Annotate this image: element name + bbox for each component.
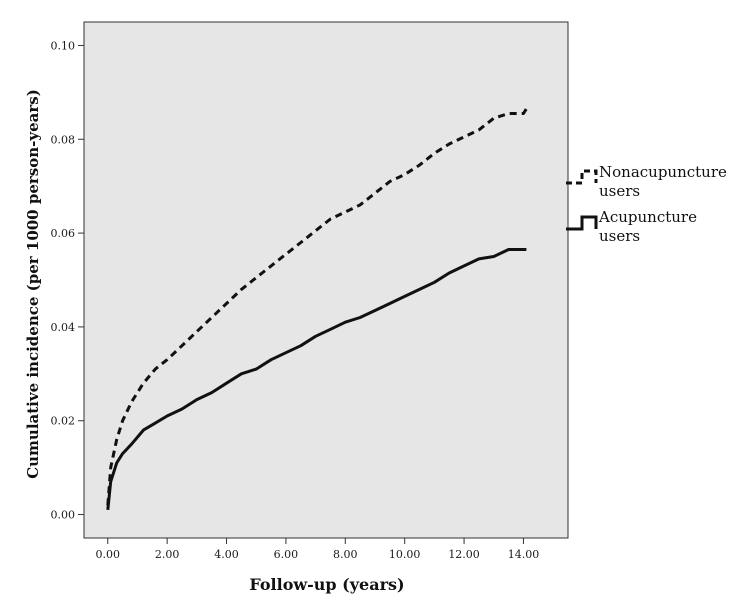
legend-label-acupuncture-line2: users bbox=[599, 227, 640, 245]
y-tick-label: 0.00 bbox=[51, 509, 76, 522]
legend-item-acupuncture: Acupuncture users bbox=[566, 208, 697, 245]
y-axis-title: Cumulative incidence (per 1000 person-ye… bbox=[24, 89, 42, 479]
x-tick-label: 6.00 bbox=[274, 548, 299, 561]
y-tick-label: 0.06 bbox=[51, 227, 76, 240]
legend-label-nonacupuncture-line2: users bbox=[599, 182, 640, 200]
series-line-nonacupuncture bbox=[106, 108, 528, 506]
plot-series bbox=[106, 108, 528, 511]
y-tick-label: 0.04 bbox=[51, 321, 76, 334]
y-tick-label: 0.10 bbox=[51, 39, 76, 52]
legend-item-nonacupuncture: Nonacupuncture users bbox=[566, 163, 727, 200]
legend-label-acupuncture-line1: Acupuncture bbox=[598, 208, 697, 226]
x-tick-label: 14.00 bbox=[508, 548, 540, 561]
legend-symbol-solid bbox=[566, 215, 598, 231]
plot-area bbox=[83, 21, 569, 539]
x-tick-label: 0.00 bbox=[96, 548, 121, 561]
legend: Nonacupuncture users Acupuncture users bbox=[566, 163, 727, 245]
legend-label-nonacupuncture-line1: Nonacupuncture bbox=[599, 163, 727, 181]
y-tick-label: 0.02 bbox=[51, 415, 76, 428]
x-tick-label: 2.00 bbox=[155, 548, 180, 561]
x-axis-title: Follow-up (years) bbox=[249, 575, 404, 594]
series-line-acupuncture bbox=[106, 248, 527, 511]
x-tick-label: 10.00 bbox=[389, 548, 421, 561]
x-tick-label: 4.00 bbox=[214, 548, 239, 561]
x-tick-label: 8.00 bbox=[333, 548, 358, 561]
y-tick-label: 0.08 bbox=[51, 133, 76, 146]
axis-ticks: 0.00 0.02 0.04 0.06 0.08 0.10 0.00 2.00 4.00 6.00… bbox=[51, 39, 540, 561]
legend-symbol-dashed bbox=[566, 169, 598, 185]
x-tick-label: 12.00 bbox=[448, 548, 480, 561]
